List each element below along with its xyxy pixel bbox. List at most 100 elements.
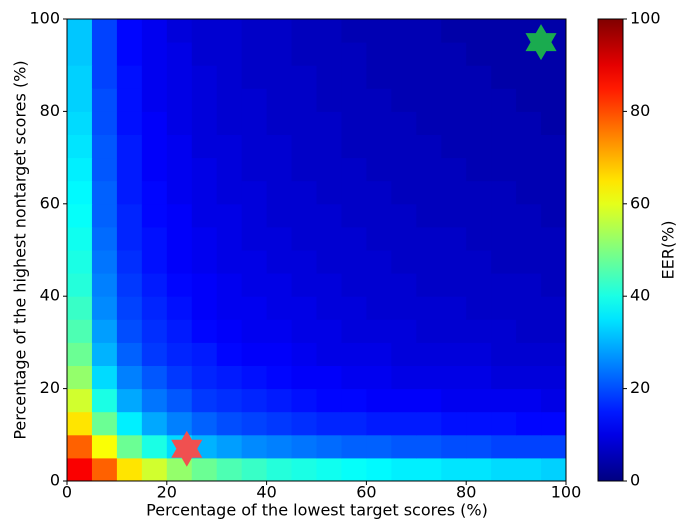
heatmap-cell [341,111,367,135]
heatmap-cell [441,457,467,482]
heatmap-cell [266,42,293,66]
heatmap-cell [491,111,517,135]
heatmap-cell [241,296,268,320]
heatmap-cell [391,319,417,343]
heatmap-cell [216,365,243,390]
heatmap-cell [341,388,367,413]
heatmap-cell [141,319,168,343]
heatmap-cell [91,434,118,459]
y-tick-label: 20 [40,378,60,397]
colorbar [597,18,624,482]
heatmap-cell [191,42,218,66]
heatmap-cell [491,273,517,297]
heatmap-cell [416,226,442,251]
heatmap-cell [266,273,293,297]
heatmap-cell [516,203,542,228]
heatmap-cell [366,296,392,320]
heatmap-cell [391,411,417,436]
heatmap-cell [366,19,392,43]
heatmap-cell [466,111,492,135]
heatmap-cell [141,296,168,320]
heatmap-cell [91,42,118,66]
heatmap-cell [166,319,193,343]
heatmap-cell [116,457,143,482]
heatmap-cell [241,180,268,205]
heatmap-cell [67,203,93,228]
heatmap-cell [241,319,268,343]
heatmap-cell [141,180,168,205]
heatmap-cell [416,457,442,482]
heatmap-cell [416,388,442,413]
heatmap-cell [141,411,168,436]
heatmap-cell [116,250,143,274]
heatmap-cell [466,434,492,459]
y-tick-label: 60 [40,193,60,212]
heatmap-cell [341,157,367,182]
heatmap-cell [67,411,93,436]
heatmap-cell [491,434,517,459]
heatmap-cell [116,434,143,459]
heatmap-cell [341,42,367,66]
heatmap-cell [316,434,342,459]
heatmap-cell [441,273,467,297]
heatmap-cell [241,226,268,251]
heatmap-cell [391,42,417,66]
heatmap-cell [291,157,317,182]
heatmap-cell [541,365,567,390]
heatmap-cell [466,296,492,320]
heatmap-cell [516,180,542,205]
heatmap-cell [341,319,367,343]
heatmap-cell [216,134,243,159]
heatmap-cell [391,65,417,89]
heatmap-cell [241,411,268,436]
heatmap-cell [391,434,417,459]
heatmap-cell [191,157,218,182]
heatmap-cell [491,42,517,66]
heatmap-cell [241,42,268,66]
heatmap-cell [391,365,417,390]
heatmap-cell [441,319,467,343]
heatmap-cell [191,388,218,413]
heatmap-cell [391,273,417,297]
heatmap-cell [541,180,567,205]
heatmap-cell [391,19,417,43]
heatmap-cell [191,296,218,320]
heatmap-cell [216,19,243,43]
heatmap-cell [541,411,567,436]
heatmap-cell [91,457,118,482]
heatmap-cell [366,411,392,436]
x-tick-label: 100 [551,483,582,502]
heatmap-cell [266,434,293,459]
heatmap-cell [316,65,342,89]
heatmap-cell [441,88,467,112]
heatmap-cell [191,180,218,205]
heatmap-cell [291,342,317,366]
heatmap-cell [291,365,317,390]
heatmap-cell [516,226,542,251]
heatmap-cell [291,388,317,413]
heatmap-cell [391,457,417,482]
heatmap-cell [116,203,143,228]
heatmap-cell [391,226,417,251]
heatmap-cell [416,157,442,182]
heatmap-cell [216,457,243,482]
heatmap-cell [316,319,342,343]
heatmap-cell [241,342,268,366]
heatmap-cell [341,342,367,366]
colorbar-tick-label: 0 [630,471,640,490]
heatmap-cell [316,226,342,251]
heatmap-cell [266,111,293,135]
heatmap-cell [91,19,118,43]
heatmap-cell [416,411,442,436]
heatmap-cell [541,434,567,459]
heatmap-cell [266,250,293,274]
heatmap-cell [116,365,143,390]
heatmap-cell [391,342,417,366]
heatmap-cell [341,365,367,390]
heatmap-cell [67,365,93,390]
heatmap-cell [166,273,193,297]
heatmap-cell [191,365,218,390]
heatmap-cell [466,134,492,159]
heatmap-cell [516,342,542,366]
